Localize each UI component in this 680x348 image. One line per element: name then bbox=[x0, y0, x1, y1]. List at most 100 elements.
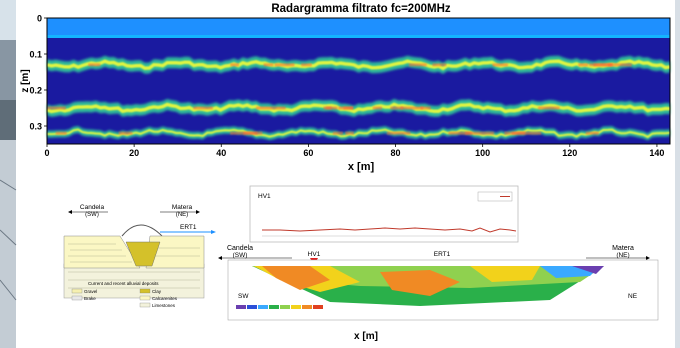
legend-gravel: Gravel bbox=[84, 289, 97, 294]
reflector-hotspot bbox=[578, 63, 589, 67]
radargram-surface-band bbox=[47, 18, 670, 36]
reflector-hotspot bbox=[263, 63, 274, 67]
sketch-left-dir: (SW) bbox=[85, 212, 99, 218]
ert-hv-marker-label: HV1 bbox=[308, 251, 321, 258]
ert-scale-swatch bbox=[280, 305, 290, 309]
reflector-hotspot bbox=[538, 106, 560, 110]
ert-scale-swatch bbox=[313, 305, 323, 309]
reflector-hotspot bbox=[243, 131, 263, 135]
legend-brake: Brake bbox=[84, 296, 96, 301]
reflector-band-core bbox=[46, 128, 671, 139]
reflector-hotspot bbox=[432, 63, 447, 67]
ert-section-label: ERT1 bbox=[434, 251, 451, 258]
ert-section: Candela (SW) Matera (NE) HV1 ERT1 SW NE bbox=[218, 245, 659, 321]
legend-limestones: Limestones bbox=[152, 303, 176, 308]
sketch-alluvial-fill bbox=[125, 241, 161, 267]
reflector-hotspot bbox=[386, 131, 411, 135]
bottom-xlabel: x [m] bbox=[354, 331, 378, 342]
ert-scale-swatch bbox=[258, 305, 268, 309]
ert-scale-swatch bbox=[247, 305, 257, 309]
reflector-hotspot bbox=[274, 63, 295, 67]
reflector-hotspot bbox=[88, 63, 101, 67]
reflector-hotspot bbox=[118, 131, 133, 135]
reflector-hotspot bbox=[301, 63, 312, 67]
reflector-hotspot bbox=[409, 63, 427, 67]
radargram-ylabel: z [m] bbox=[20, 69, 31, 92]
reflector-hotspot bbox=[332, 131, 343, 135]
sketch-ert-arrowhead bbox=[211, 230, 216, 234]
reflector-hotspot bbox=[390, 106, 403, 110]
sketch-right-dir: (NE) bbox=[176, 212, 188, 218]
radargram-title: Radargramma filtrato fc=200MHz bbox=[271, 3, 451, 15]
hv-series-line bbox=[262, 227, 517, 233]
reflector-hotspot bbox=[345, 131, 354, 135]
sketch-bridge-arch bbox=[121, 224, 163, 237]
sketch-right-town: Matera bbox=[172, 204, 193, 211]
legend-swatch-limestones bbox=[139, 302, 151, 308]
ert-color-scale bbox=[236, 305, 323, 309]
ert-layer-orange-deep bbox=[380, 270, 460, 296]
reflector-hotspot bbox=[420, 106, 431, 110]
reflector-hotspot bbox=[372, 106, 382, 110]
reflector-hotspot bbox=[465, 131, 494, 135]
sketch-left-town: Candela bbox=[80, 204, 105, 211]
ert-right-arrowhead bbox=[646, 256, 650, 260]
y-tick-label: 0.2 bbox=[29, 86, 42, 96]
ert-scale-swatch bbox=[302, 305, 312, 309]
x-tick-label: 100 bbox=[475, 148, 490, 158]
ert-corner-left: SW bbox=[238, 293, 249, 300]
reflector-hotspot bbox=[343, 106, 354, 110]
sketch-ert-label: ERT1 bbox=[180, 224, 197, 231]
y-tick-label: 0 bbox=[37, 14, 42, 24]
sketch-calcarenite-body bbox=[63, 235, 141, 269]
sketch-legend-title: Current and recent alluvial deposits bbox=[88, 281, 159, 286]
legend-swatch-gravel bbox=[71, 288, 83, 294]
x-tick-label: 140 bbox=[649, 148, 664, 158]
x-tick-label: 0 bbox=[44, 148, 49, 158]
legend-swatch-brake bbox=[71, 295, 83, 301]
ert-scale-swatch bbox=[291, 305, 301, 309]
reflector-hotspot bbox=[193, 106, 213, 110]
x-tick-label: 120 bbox=[562, 148, 577, 158]
y-tick-label: 0.3 bbox=[29, 122, 42, 132]
reflector-hotspot bbox=[608, 63, 632, 67]
hv-legend-box bbox=[477, 191, 513, 202]
geological-sketch: Candela (SW) Matera (NE) ERT1 Current an… bbox=[63, 204, 216, 308]
legend-clay: Clay bbox=[152, 289, 162, 294]
reflector-hotspot bbox=[55, 131, 67, 135]
right-edge-strip bbox=[675, 0, 680, 348]
ert-right-dir: (NE) bbox=[616, 252, 629, 259]
ert-left-town: Candela bbox=[227, 245, 253, 252]
x-tick-label: 60 bbox=[303, 148, 313, 158]
radargram-frame bbox=[46, 17, 671, 145]
radargram-surface-line bbox=[47, 35, 670, 38]
radargram-xlabel: x [m] bbox=[348, 161, 375, 173]
radargram-y-axis: 0 0.1 0.2 0.3 bbox=[29, 14, 47, 132]
legend-swatch-calcarenites bbox=[139, 295, 151, 301]
ert-left-arrowhead bbox=[218, 256, 222, 260]
sketch-left-arrowhead bbox=[68, 210, 72, 214]
reflector-band-core bbox=[46, 102, 671, 114]
reflector-hotspot bbox=[323, 106, 332, 110]
y-tick-label: 0.1 bbox=[29, 50, 42, 60]
radargram-reflector-bands bbox=[46, 55, 671, 141]
sketch-right-arrowhead bbox=[196, 210, 200, 214]
legend-calcarenites: Calcarenites bbox=[152, 296, 178, 301]
x-tick-label: 20 bbox=[129, 148, 139, 158]
ert-layer-orange bbox=[262, 266, 330, 290]
ert-left-dir: (SW) bbox=[233, 252, 248, 259]
reflector-band bbox=[47, 55, 670, 74]
sketch-hatching bbox=[68, 243, 200, 289]
ert-right-town: Matera bbox=[612, 245, 634, 252]
x-tick-label: 40 bbox=[216, 148, 226, 158]
hv-panel: HV1 bbox=[249, 185, 519, 243]
radargram-plot bbox=[46, 17, 671, 145]
side-photo bbox=[0, 0, 17, 348]
ert-layer-yellow-mid bbox=[470, 266, 540, 282]
reflector-hotspot bbox=[492, 63, 508, 67]
reflector-hotspot bbox=[589, 63, 612, 67]
ert-scale-swatch bbox=[269, 305, 279, 309]
legend-swatch-clay bbox=[139, 288, 151, 294]
ert-scale-swatch bbox=[236, 305, 246, 309]
